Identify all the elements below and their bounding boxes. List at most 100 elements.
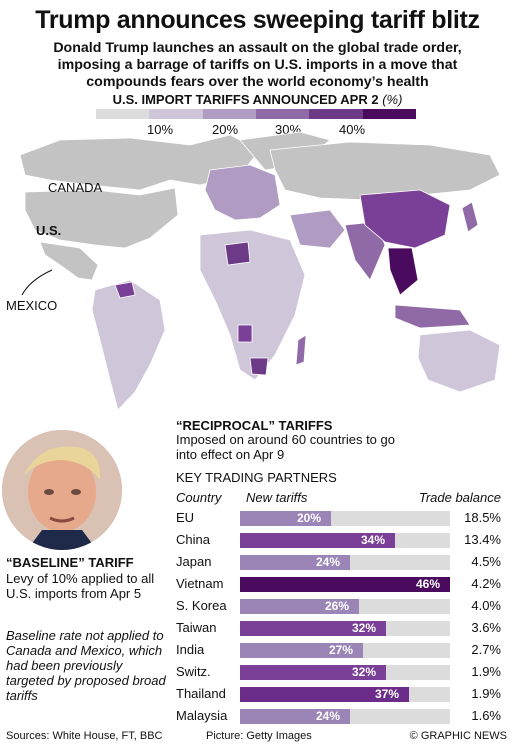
country-label: EU — [176, 510, 195, 525]
map-madagascar — [295, 334, 307, 366]
column-header-country: Country — [176, 490, 222, 505]
bar-track: 46% — [240, 577, 450, 592]
table-row: Malaysia 24% 1.6% — [0, 706, 515, 727]
reciprocal-heading: “RECIPROCAL” TARIFFS — [176, 418, 333, 433]
bar-track: 24% — [240, 709, 450, 724]
country-label: Switz. — [176, 664, 211, 679]
tariff-value-label: 20% — [297, 511, 322, 525]
partners-heading: KEY TRADING PARTNERS — [176, 470, 337, 485]
tariff-value-label: 27% — [329, 643, 354, 657]
trade-balance-value: 18.5% — [464, 510, 501, 525]
legend-title: U.S. IMPORT TARIFFS ANNOUNCED APR 2 (%) — [0, 92, 515, 107]
legend-color-scale — [96, 109, 416, 119]
legend-tick-10: 10% — [146, 122, 174, 137]
legend-swatch-3 — [255, 109, 310, 119]
tariff-bar: 32% — [240, 665, 386, 680]
map-botswana — [249, 357, 269, 376]
legend-swatch-2 — [202, 109, 256, 119]
table-row: Thailand 37% 1.9% — [0, 684, 515, 705]
tariff-bar: 34% — [240, 533, 395, 548]
tariff-value-label: 34% — [361, 533, 386, 547]
tariff-value-label: 32% — [352, 621, 377, 635]
tariff-value-label: 24% — [316, 709, 341, 723]
map-russia — [269, 141, 501, 201]
map-europe — [204, 164, 281, 221]
tariff-bar: 37% — [240, 687, 409, 702]
baseline-note: Baseline rate not applied to Canada and … — [6, 628, 166, 703]
legend-unit: (%) — [382, 92, 403, 107]
baseline-heading: “BASELINE” TARIFF — [6, 555, 134, 570]
map-australia — [417, 329, 501, 393]
tariff-value-label: 46% — [416, 577, 441, 591]
bar-track: 27% — [240, 643, 450, 658]
world-tariff-map: MEXICO CANADA U.S. — [6, 131, 501, 411]
country-label: Malaysia — [176, 708, 228, 723]
trade-balance-value: 4.0% — [471, 598, 501, 613]
bar-track: 32% — [240, 665, 450, 680]
table-row: EU 20% 18.5% — [0, 508, 515, 529]
tariff-bar: 46% — [240, 577, 450, 592]
subtitle: Donald Trump launches an assault on the … — [53, 40, 462, 90]
mexico-pointer — [21, 269, 53, 296]
trade-balance-value: 4.2% — [471, 576, 501, 591]
trade-balance-value: 1.6% — [471, 708, 501, 723]
legend-tick-40: 40% — [338, 122, 366, 137]
tariff-value-label: 37% — [375, 687, 400, 701]
bar-track: 26% — [240, 599, 450, 614]
tariff-bar: 32% — [240, 621, 386, 636]
map-indonesia — [394, 304, 471, 329]
table-row: Taiwan 32% 3.6% — [0, 618, 515, 639]
country-label: Taiwan — [176, 620, 217, 635]
table-row: China 34% 13.4% — [0, 530, 515, 551]
map-south-america — [91, 279, 166, 411]
legend-title-text: U.S. IMPORT TARIFFS ANNOUNCED APR 2 — [112, 92, 379, 107]
table-row: Switz. 32% 1.9% — [0, 662, 515, 683]
map-africa — [199, 229, 306, 381]
tariff-value-label: 24% — [316, 555, 341, 569]
column-header-tariffs: New tariffs — [246, 490, 308, 505]
brand-credit: © GRAPHIC NEWS — [409, 730, 507, 742]
trade-balance-value: 2.7% — [471, 642, 501, 657]
map-middle-east — [289, 209, 346, 249]
map-mexico — [39, 241, 99, 281]
table-row: Vietnam 46% 4.2% — [0, 574, 515, 595]
country-label: Japan — [176, 554, 212, 569]
bar-track: 20% — [240, 511, 450, 526]
tariff-bar: 24% — [240, 709, 350, 724]
table-row: Japan 24% 4.5% — [0, 552, 515, 573]
country-label: India — [176, 642, 205, 657]
table-row: India 27% 2.7% — [0, 640, 515, 661]
map-label-mexico: MEXICO — [6, 298, 57, 313]
trade-balance-value: 4.5% — [471, 554, 501, 569]
bar-track: 32% — [240, 621, 450, 636]
table-row: S. Korea 26% 4.0% — [0, 596, 515, 617]
country-label: S. Korea — [176, 598, 227, 613]
tariff-bar: 20% — [240, 511, 331, 526]
country-label: Thailand — [176, 686, 226, 701]
legend-tick-20: 20% — [211, 122, 239, 137]
bar-track: 37% — [240, 687, 450, 702]
baseline-description: Levy of 10% applied to all U.S. imports … — [6, 571, 155, 601]
bar-track: 24% — [240, 555, 450, 570]
reciprocal-description: Imposed on around 60 countries to go int… — [176, 432, 395, 462]
tariff-value-label: 32% — [352, 665, 377, 679]
trump-photo — [2, 430, 122, 550]
map-angola — [237, 324, 253, 343]
trade-balance-value: 1.9% — [471, 664, 501, 679]
map-label-canada: CANADA — [48, 180, 103, 195]
tariff-bar: 27% — [240, 643, 363, 658]
tariff-value-label: 26% — [325, 599, 350, 613]
legend-swatch-0 — [96, 109, 150, 119]
map-se-asia — [387, 247, 419, 296]
picture-credit: Picture: Getty Images — [206, 730, 312, 742]
portrait-illustration — [2, 430, 122, 550]
tariff-bar: 24% — [240, 555, 350, 570]
column-header-balance: Trade balance — [418, 490, 501, 505]
legend-swatch-5 — [362, 109, 416, 119]
map-china — [359, 189, 451, 249]
country-label: Vietnam — [176, 576, 224, 591]
map-label-us: U.S. — [36, 223, 61, 238]
map-us — [24, 187, 179, 249]
map-libya — [224, 241, 251, 266]
page-title: Trump announces sweeping tariff blitz — [35, 6, 480, 34]
